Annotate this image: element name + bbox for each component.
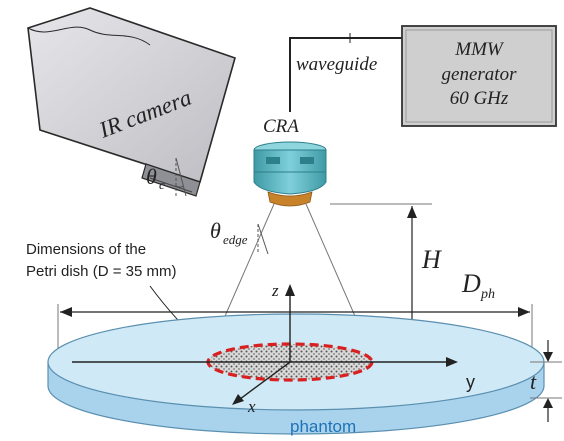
waveguide-label: waveguide (296, 54, 377, 75)
cra-tip (267, 191, 313, 207)
generator-line-2: generator (442, 64, 518, 85)
thickness-label: t (530, 369, 537, 394)
phantom-label: phantom (290, 417, 356, 436)
dph-subscript: ph (480, 287, 495, 302)
petri-dish-annotation: Dimensions of the Petri dish (D = 35 mm) (26, 241, 209, 351)
dph-label: D (461, 269, 481, 298)
dph-label-group: D ph (461, 269, 495, 302)
mmw-generator: MMW generator 60 GHz (401, 25, 557, 127)
axis-y-label: y (466, 372, 475, 392)
ir-camera: IR camera (27, 7, 236, 197)
petri-label-line-2: Petri dish (D = 35 mm) (26, 263, 176, 280)
coordinate-axes: z y x (72, 281, 475, 416)
ir-camera-body (27, 7, 236, 184)
cra-label: CRA (263, 116, 299, 137)
cra-antenna: CRA (253, 116, 327, 207)
height-label: H (421, 245, 442, 274)
generator-line-3: 60 GHz (450, 88, 509, 109)
axis-z-label: z (271, 281, 279, 300)
thickness-dimension: t (530, 340, 562, 422)
theta-edge-subscript: edge (223, 232, 248, 247)
waveguide: waveguide (289, 33, 402, 112)
generator-box (401, 25, 557, 127)
theta-edge-label: θ (210, 218, 221, 243)
ir-camera-lens (141, 163, 201, 197)
theta-c-indicator: θ c (146, 157, 187, 197)
ir-camera-top-edge (27, 26, 151, 46)
axis-x-label: x (247, 397, 256, 416)
theta-edge-indicator: θ edge (210, 218, 269, 255)
petri-label-line-1: Dimensions of the (26, 241, 146, 258)
theta-c-label: θ (146, 164, 157, 189)
phantom-diameter-dimension (57, 304, 533, 360)
generator-line-1: MMW (454, 39, 505, 60)
theta-c-subscript: c (159, 177, 165, 192)
